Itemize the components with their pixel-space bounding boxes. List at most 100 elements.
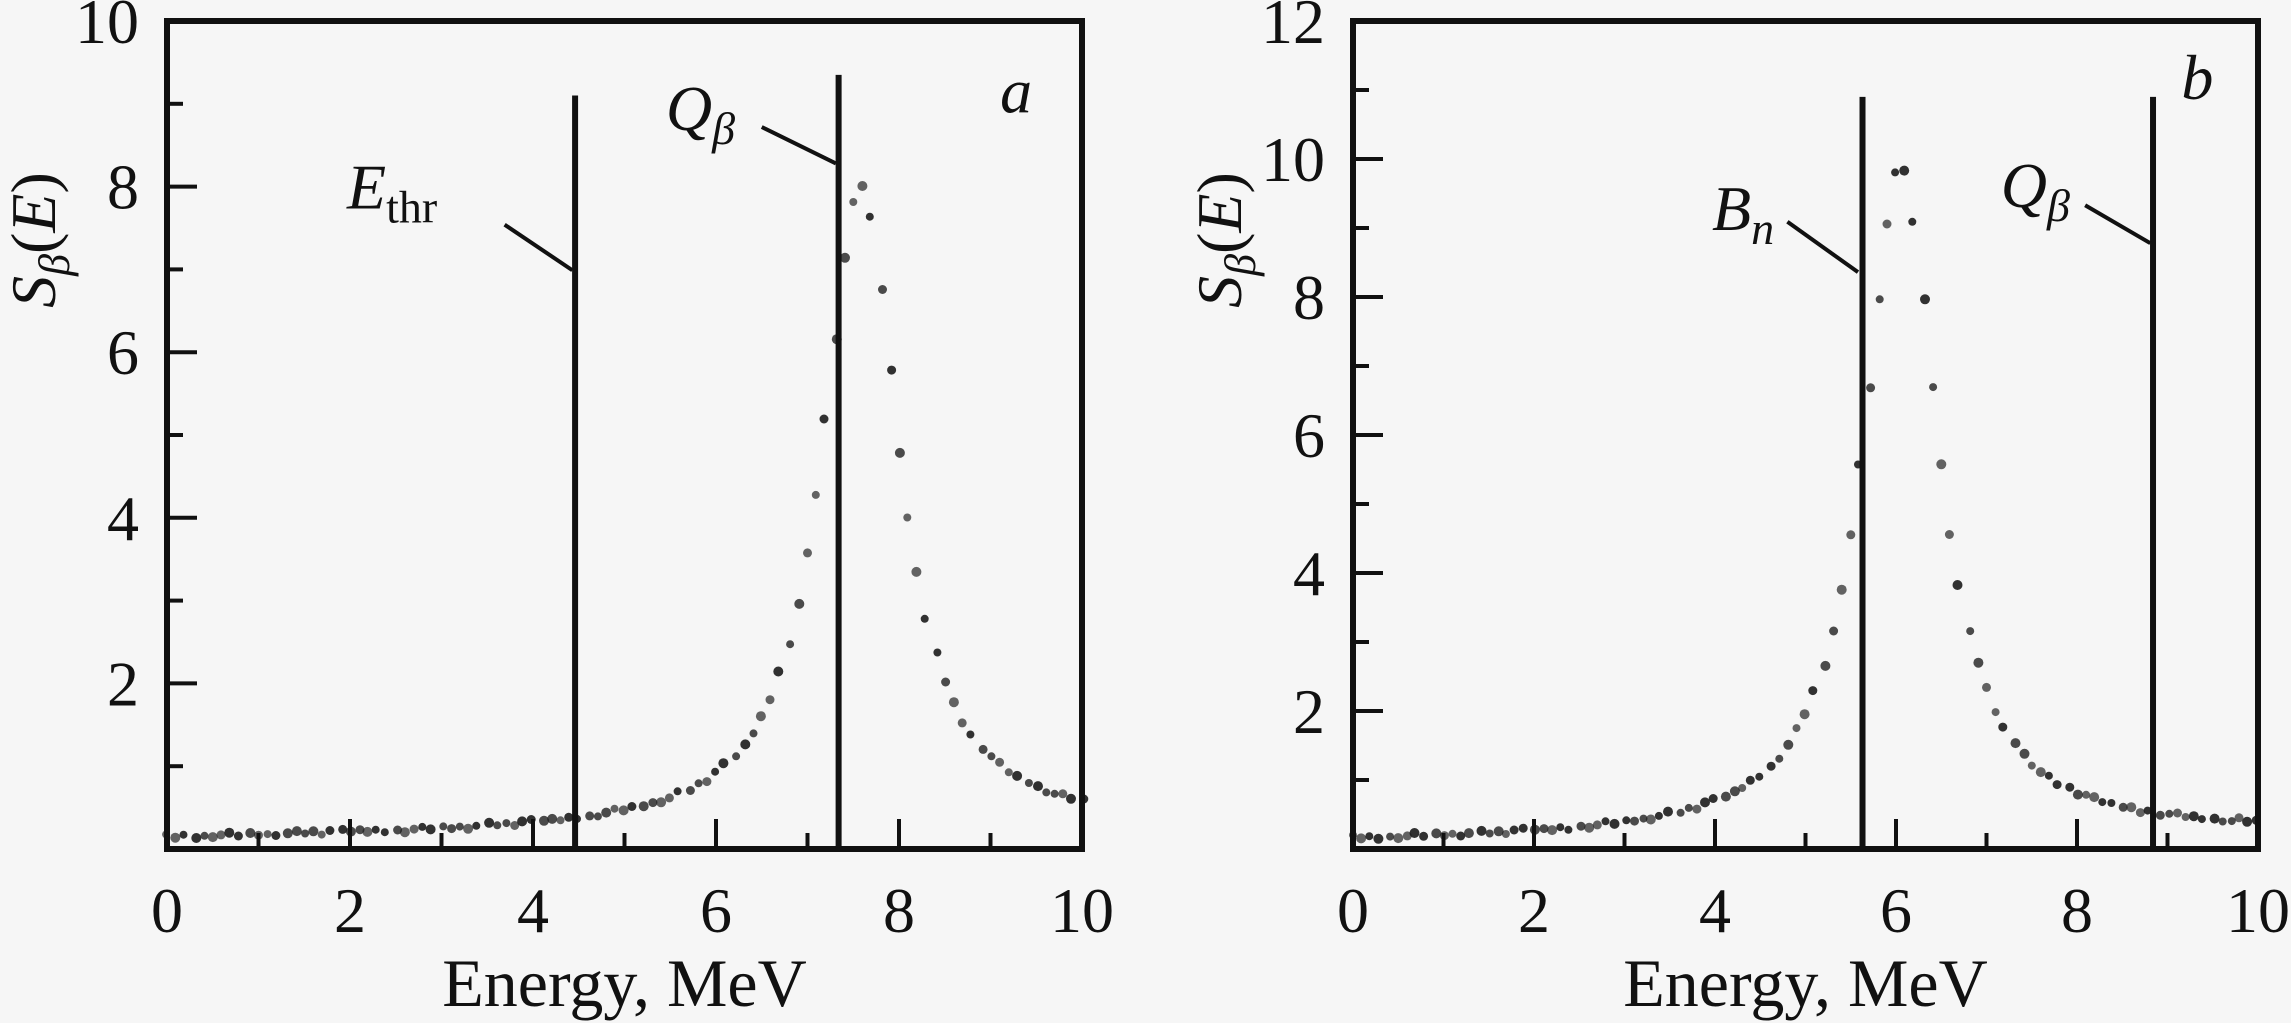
data-dot: [502, 819, 511, 828]
data-dot: [987, 752, 996, 761]
data-dot: [1846, 530, 1856, 540]
data-dot: [2181, 813, 2190, 821]
data-dot: [301, 829, 310, 838]
data-dot: [2052, 780, 2062, 790]
data-dot: [1431, 828, 1442, 839]
data-dot: [362, 826, 373, 837]
data-dot: [1501, 830, 1510, 838]
data-dot: [865, 212, 874, 221]
data-dot: [1676, 808, 1685, 817]
y-axis-tick-label: 2: [1293, 676, 1325, 747]
data-dot: [2242, 816, 2253, 827]
y-axis-tick-label: 6: [107, 317, 139, 388]
data-dot: [216, 830, 226, 840]
data-dot: [224, 827, 235, 838]
data-dot: [233, 831, 243, 841]
data-dot: [732, 752, 741, 761]
data-dot: [1692, 804, 1702, 814]
y-axis-tick-label: 8: [107, 152, 139, 223]
plot-frame: [1350, 18, 2261, 852]
data-dot: [1882, 219, 1892, 229]
data-dot: [2044, 771, 2053, 780]
data-dot: [2227, 817, 2236, 826]
data-dot: [1518, 823, 1528, 833]
data-dot: [1684, 803, 1693, 812]
data-dot: [399, 827, 410, 838]
data-dot: [1556, 823, 1565, 832]
x-axis-tick-label: 0: [151, 875, 183, 946]
data-dot: [1004, 768, 1013, 777]
data-dot: [1645, 814, 1656, 825]
data-dot: [618, 805, 629, 816]
data-dot: [1829, 626, 1839, 636]
pointer-line-Q_beta: [2084, 203, 2152, 245]
data-dot: [439, 822, 448, 831]
data-dot: [857, 181, 868, 191]
data-dot: [1654, 811, 1663, 820]
data-dot: [1991, 708, 2000, 717]
data-dot: [601, 807, 612, 818]
annotation-B_n: Bn: [1712, 173, 1774, 254]
data-dot: [878, 285, 887, 294]
data-dot: [1509, 825, 1519, 835]
data-dot: [1476, 825, 1487, 836]
data-dot: [786, 640, 795, 649]
data-dot: [1792, 724, 1801, 733]
data-dot: [656, 797, 667, 808]
data-dot: [2118, 802, 2128, 812]
data-dot: [539, 815, 549, 826]
data-dot: [1584, 822, 1595, 833]
data-dot: [941, 677, 951, 687]
data-dot: [2209, 813, 2220, 824]
data-dot: [1936, 459, 1947, 470]
data-dot: [1564, 825, 1573, 834]
data-dot: [2165, 809, 2174, 818]
y-axis-tick-label: 6: [1293, 400, 1325, 471]
data-dot: [664, 793, 674, 803]
data-dot: [1393, 833, 1404, 844]
data-dot: [1866, 383, 1876, 393]
data-dot: [694, 779, 703, 788]
data-dot: [338, 824, 348, 834]
data-dot: [179, 830, 188, 839]
data-dot: [1386, 832, 1395, 841]
data-dot: [794, 598, 805, 609]
data-dot: [933, 648, 942, 657]
data-dot: [2072, 789, 2083, 800]
x-axis-tick-label: 10: [2226, 875, 2290, 946]
data-dot: [556, 816, 565, 825]
data-dot: [2188, 811, 2199, 822]
data-dot: [1456, 831, 1466, 841]
data-dot: [1547, 825, 1558, 836]
data-dot: [1539, 824, 1549, 834]
data-dot: [2234, 813, 2244, 823]
data-dot: [1042, 788, 1051, 797]
data-dot: [593, 812, 602, 821]
data-dot: [291, 826, 302, 837]
data-dot: [1783, 739, 1794, 750]
data-dot: [1799, 709, 1810, 720]
data-dot: [1050, 789, 1059, 798]
data-dot: [1875, 295, 1884, 304]
data-dot: [610, 804, 619, 813]
data-dot: [245, 828, 256, 838]
x-axis-tick-label: 8: [883, 875, 915, 946]
x-axis-tick-label: 4: [517, 875, 549, 946]
data-dot: [1700, 797, 1710, 808]
data-dot: [191, 833, 202, 843]
annotation-E_thr: Ethr: [346, 152, 437, 233]
data-dot: [1609, 818, 1620, 829]
data-dot: [627, 802, 637, 811]
x-axis-title: Energy, MeV: [442, 945, 806, 1021]
data-dot: [1024, 779, 1033, 787]
data-dot: [2027, 761, 2036, 770]
data-dot: [1729, 786, 1740, 797]
data-dot: [325, 826, 335, 835]
data-dot: [447, 824, 457, 834]
data-dot: [2065, 782, 2075, 792]
data-dot: [1908, 217, 1917, 226]
data-dot: [903, 513, 912, 522]
data-dot: [380, 828, 389, 837]
data-dot: [1952, 580, 1963, 590]
data-dot: [2082, 790, 2091, 799]
